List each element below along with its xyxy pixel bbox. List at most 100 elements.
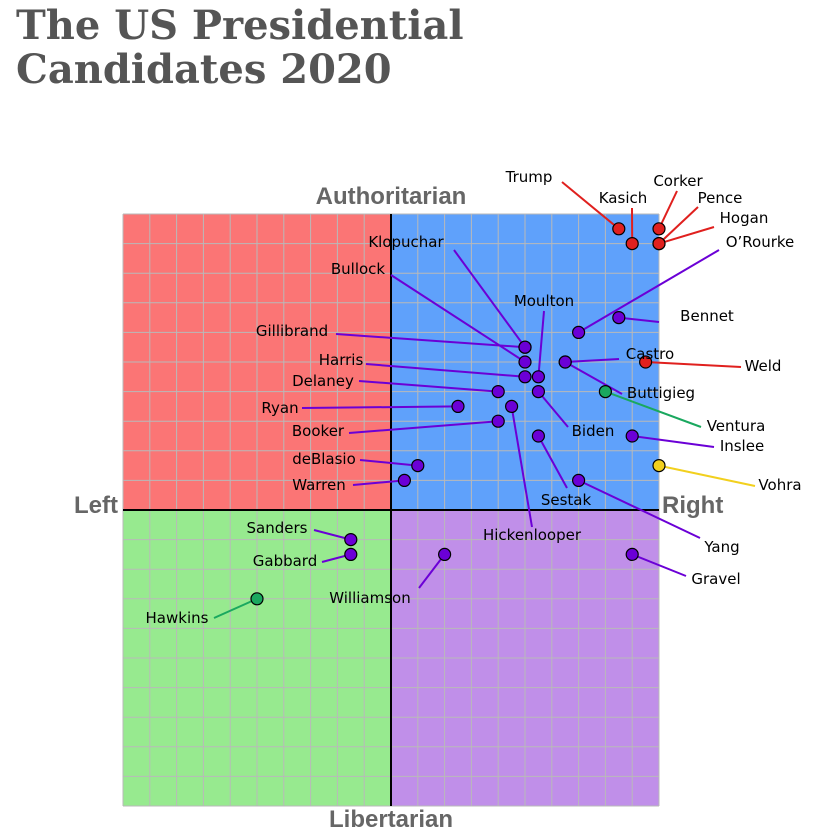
point-trump xyxy=(612,222,626,236)
point-hawkins xyxy=(250,592,264,606)
label-bennet: Bennet xyxy=(680,307,734,325)
leader-line-williamson xyxy=(418,553,446,589)
leader-line-ventura xyxy=(605,390,702,428)
point-gabbard xyxy=(344,547,358,562)
label-o-rourke: O’Rourke xyxy=(726,233,795,251)
point-delaney xyxy=(491,385,505,399)
point-buttigieg xyxy=(558,355,572,369)
point-kasich xyxy=(625,237,639,251)
leader-line-corker xyxy=(658,190,678,230)
point-bullock xyxy=(518,355,532,369)
leader-line-trump xyxy=(561,181,620,230)
point-ryan xyxy=(451,399,465,413)
label-ryan: Ryan xyxy=(261,399,298,417)
leader-line-vohra xyxy=(658,464,756,487)
leader-line-inslee xyxy=(632,435,715,448)
point-moulton xyxy=(531,370,546,384)
point-inslee xyxy=(625,429,639,443)
label-hickenlooper: Hickenlooper xyxy=(483,526,582,544)
label-vohra: Vohra xyxy=(758,476,801,494)
leader-line-booker xyxy=(348,420,499,434)
leader-line-moulton xyxy=(537,310,545,377)
label-hogan: Hogan xyxy=(720,209,769,227)
leader-line-hickenlooper xyxy=(510,406,533,528)
label-biden: Biden xyxy=(572,422,615,440)
point-deblasio xyxy=(411,459,425,473)
leader-line-weld xyxy=(645,361,742,368)
leader-line-castro xyxy=(565,358,620,363)
leader-line-buttigieg xyxy=(564,361,623,395)
label-corker: Corker xyxy=(653,172,703,190)
point-williamson xyxy=(438,547,452,562)
leader-line-pence xyxy=(658,206,699,245)
label-warren: Warren xyxy=(292,476,346,494)
label-castro: Castro xyxy=(626,345,674,363)
point-hickenlooper xyxy=(505,399,519,413)
point-vohra xyxy=(652,459,666,473)
leader-line-bullock xyxy=(390,274,526,363)
label-harris: Harris xyxy=(319,351,364,369)
leader-line-ryan xyxy=(301,405,459,409)
leader-line-delaney xyxy=(358,380,499,393)
leader-line-o-rourke xyxy=(578,249,720,334)
point-weld xyxy=(638,355,653,369)
label-hawkins: Hawkins xyxy=(146,609,209,627)
label-deblasio: deBlasio xyxy=(292,450,356,468)
leader-line-klopuchar xyxy=(453,249,526,348)
label-weld: Weld xyxy=(745,357,782,375)
point-yang xyxy=(571,473,586,487)
axis-label-bottom: Libertarian xyxy=(329,806,453,833)
label-sestak: Sestak xyxy=(541,491,592,509)
label-booker: Booker xyxy=(292,422,345,440)
leader-line-deblasio xyxy=(359,459,418,467)
axis-label-top: Authoritarian xyxy=(316,183,467,210)
leader-line-bennet xyxy=(618,316,660,323)
point-gravel xyxy=(625,547,639,562)
label-gravel: Gravel xyxy=(691,570,740,588)
leader-line-hogan xyxy=(658,226,715,245)
chart-title-line-1: The US Presidential xyxy=(16,2,464,49)
label-klopuchar: Klopuchar xyxy=(368,233,444,251)
data-points xyxy=(250,222,666,606)
point-harris xyxy=(518,370,532,384)
label-yang: Yang xyxy=(703,538,739,556)
label-ventura: Ventura xyxy=(707,417,766,435)
chart-title-line-2: Candidates 2020 xyxy=(16,46,392,93)
label-pence: Pence xyxy=(698,189,743,207)
label-buttigieg: Buttigieg xyxy=(627,384,695,402)
point-ventura xyxy=(598,385,613,399)
leader-line-sestak xyxy=(537,435,568,489)
axis-label-right: Right xyxy=(662,492,723,519)
point-o-rourke xyxy=(571,325,586,339)
point-booker xyxy=(491,414,505,428)
label-delaney: Delaney xyxy=(292,372,354,390)
leader-line-gravel xyxy=(631,553,687,577)
point-hogan xyxy=(652,237,666,251)
label-williamson: Williamson xyxy=(329,589,410,607)
label-gillibrand: Gillibrand xyxy=(256,322,328,340)
leader-line-harris xyxy=(365,363,526,378)
label-bullock: Bullock xyxy=(331,260,386,278)
point-warren xyxy=(397,473,411,487)
label-gabbard: Gabbard xyxy=(253,552,317,570)
label-sanders: Sanders xyxy=(247,519,308,537)
point-corker xyxy=(652,222,666,236)
leader-lines xyxy=(213,181,756,619)
leader-line-yang xyxy=(578,479,701,539)
label-moulton: Moulton xyxy=(514,292,574,310)
label-kasich: Kasich xyxy=(599,189,648,207)
point-biden xyxy=(531,385,546,399)
chart-title: The US Presidential Candidates 2020 xyxy=(16,4,464,92)
point-bennet xyxy=(612,311,626,325)
label-inslee: Inslee xyxy=(720,437,764,455)
leader-line-gillibrand xyxy=(335,333,526,349)
point-sestak xyxy=(531,429,546,443)
label-trump: Trump xyxy=(505,168,553,186)
leader-line-warren xyxy=(352,479,405,486)
axis-label-left: Left xyxy=(74,492,118,519)
point-gillibrand xyxy=(518,340,532,354)
leader-line-hawkins xyxy=(213,597,258,619)
point-sanders xyxy=(344,532,358,547)
